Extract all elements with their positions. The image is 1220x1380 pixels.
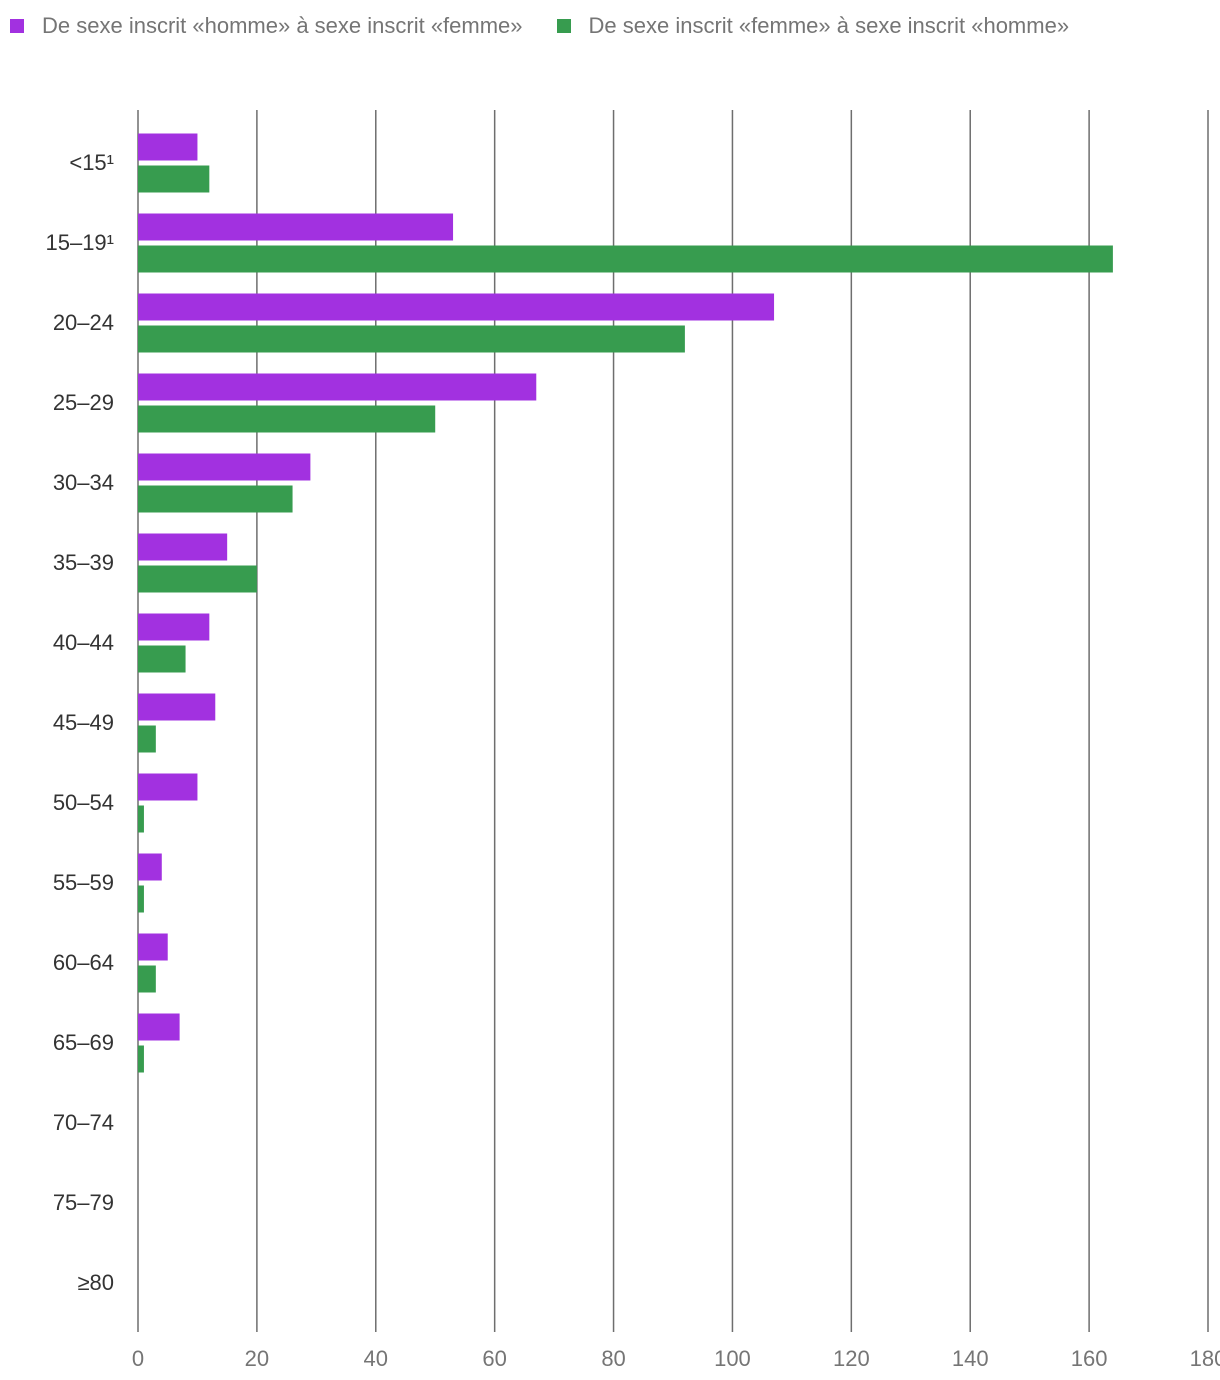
bar-series-0-cat-2 [138, 293, 775, 321]
bar-series-0-cat-7 [138, 693, 216, 721]
bar-series-1-cat-6 [138, 645, 186, 673]
y-tick-label: 45–49 [53, 710, 114, 735]
y-tick-label: 20–24 [53, 310, 114, 335]
y-tick-label: 55–59 [53, 870, 114, 895]
x-tick-label-140: 140 [952, 1346, 989, 1371]
gridlines [137, 110, 1209, 1332]
bars [138, 133, 1113, 1073]
legend-label-femme-to-homme: De sexe inscrit «femme» à sexe inscrit «… [588, 13, 1070, 38]
x-tick-label-100: 100 [714, 1346, 751, 1371]
bar-series-0-cat-6 [138, 613, 210, 641]
legend-swatch-homme-to-femme [10, 19, 24, 33]
y-tick-label: 65–69 [53, 1030, 114, 1055]
x-tick-label-20: 20 [245, 1346, 269, 1371]
bar-series-1-cat-8 [138, 805, 144, 833]
bar-series-1-cat-1 [138, 245, 1113, 273]
legend-swatch-femme-to-homme [556, 19, 571, 33]
x-axis-labels: 0 20 40 60 80 100 120 140 160 180 [132, 1346, 1220, 1371]
y-tick-label: 50–54 [53, 790, 114, 815]
legend-item-femme-to-homme: De sexe inscrit «femme» à sexe inscrit «… [556, 13, 1070, 39]
bar-series-1-cat-3 [138, 405, 436, 433]
x-tick-label-120: 120 [833, 1346, 870, 1371]
bar-series-1-cat-5 [138, 565, 257, 593]
x-tick-label-160: 160 [1071, 1346, 1108, 1371]
bar-series-1-cat-10 [138, 965, 156, 993]
x-tick-label-0: 0 [132, 1346, 144, 1371]
y-tick-label: 25–29 [53, 390, 114, 415]
bar-series-1-cat-7 [138, 725, 156, 753]
y-tick-label: ≥80 [77, 1270, 114, 1295]
x-tick-label-40: 40 [364, 1346, 388, 1371]
bar-series-0-cat-9 [138, 853, 162, 881]
bar-series-0-cat-0 [138, 133, 198, 161]
y-tick-label: 15–19¹ [45, 230, 114, 255]
y-tick-label: 70–74 [53, 1110, 114, 1135]
x-tick-label-60: 60 [482, 1346, 506, 1371]
bar-series-0-cat-4 [138, 453, 311, 481]
bar-series-0-cat-5 [138, 533, 228, 561]
x-tick-label-180: 180 [1190, 1346, 1220, 1371]
y-tick-label: 30–34 [53, 470, 114, 495]
bar-series-1-cat-4 [138, 485, 293, 513]
legend-item-homme-to-femme: De sexe inscrit «homme» à sexe inscrit «… [10, 13, 523, 39]
bar-series-1-cat-11 [138, 1045, 144, 1073]
y-axis-labels: <15¹ 15–19¹ 20–24 25–29 30–34 35–39 40–44 45–49… [45, 150, 114, 1295]
bar-series-0-cat-10 [138, 933, 168, 961]
y-tick-label: 75–79 [53, 1190, 114, 1215]
y-tick-label: <15¹ [69, 150, 114, 175]
bar-series-1-cat-9 [138, 885, 144, 913]
x-tick-label-80: 80 [601, 1346, 625, 1371]
chart-legend: De sexe inscrit «homme» à sexe inscrit «… [10, 12, 1103, 40]
bar-series-0-cat-1 [138, 213, 454, 241]
bar-series-0-cat-3 [138, 373, 537, 401]
y-tick-label: 40–44 [53, 630, 114, 655]
y-tick-label: 60–64 [53, 950, 114, 975]
bar-series-0-cat-11 [138, 1013, 180, 1041]
legend-label-homme-to-femme: De sexe inscrit «homme» à sexe inscrit «… [42, 13, 523, 38]
bar-series-0-cat-8 [138, 773, 198, 801]
bar-series-1-cat-0 [138, 165, 210, 193]
y-tick-label: 35–39 [53, 550, 114, 575]
bar-series-1-cat-2 [138, 325, 685, 353]
